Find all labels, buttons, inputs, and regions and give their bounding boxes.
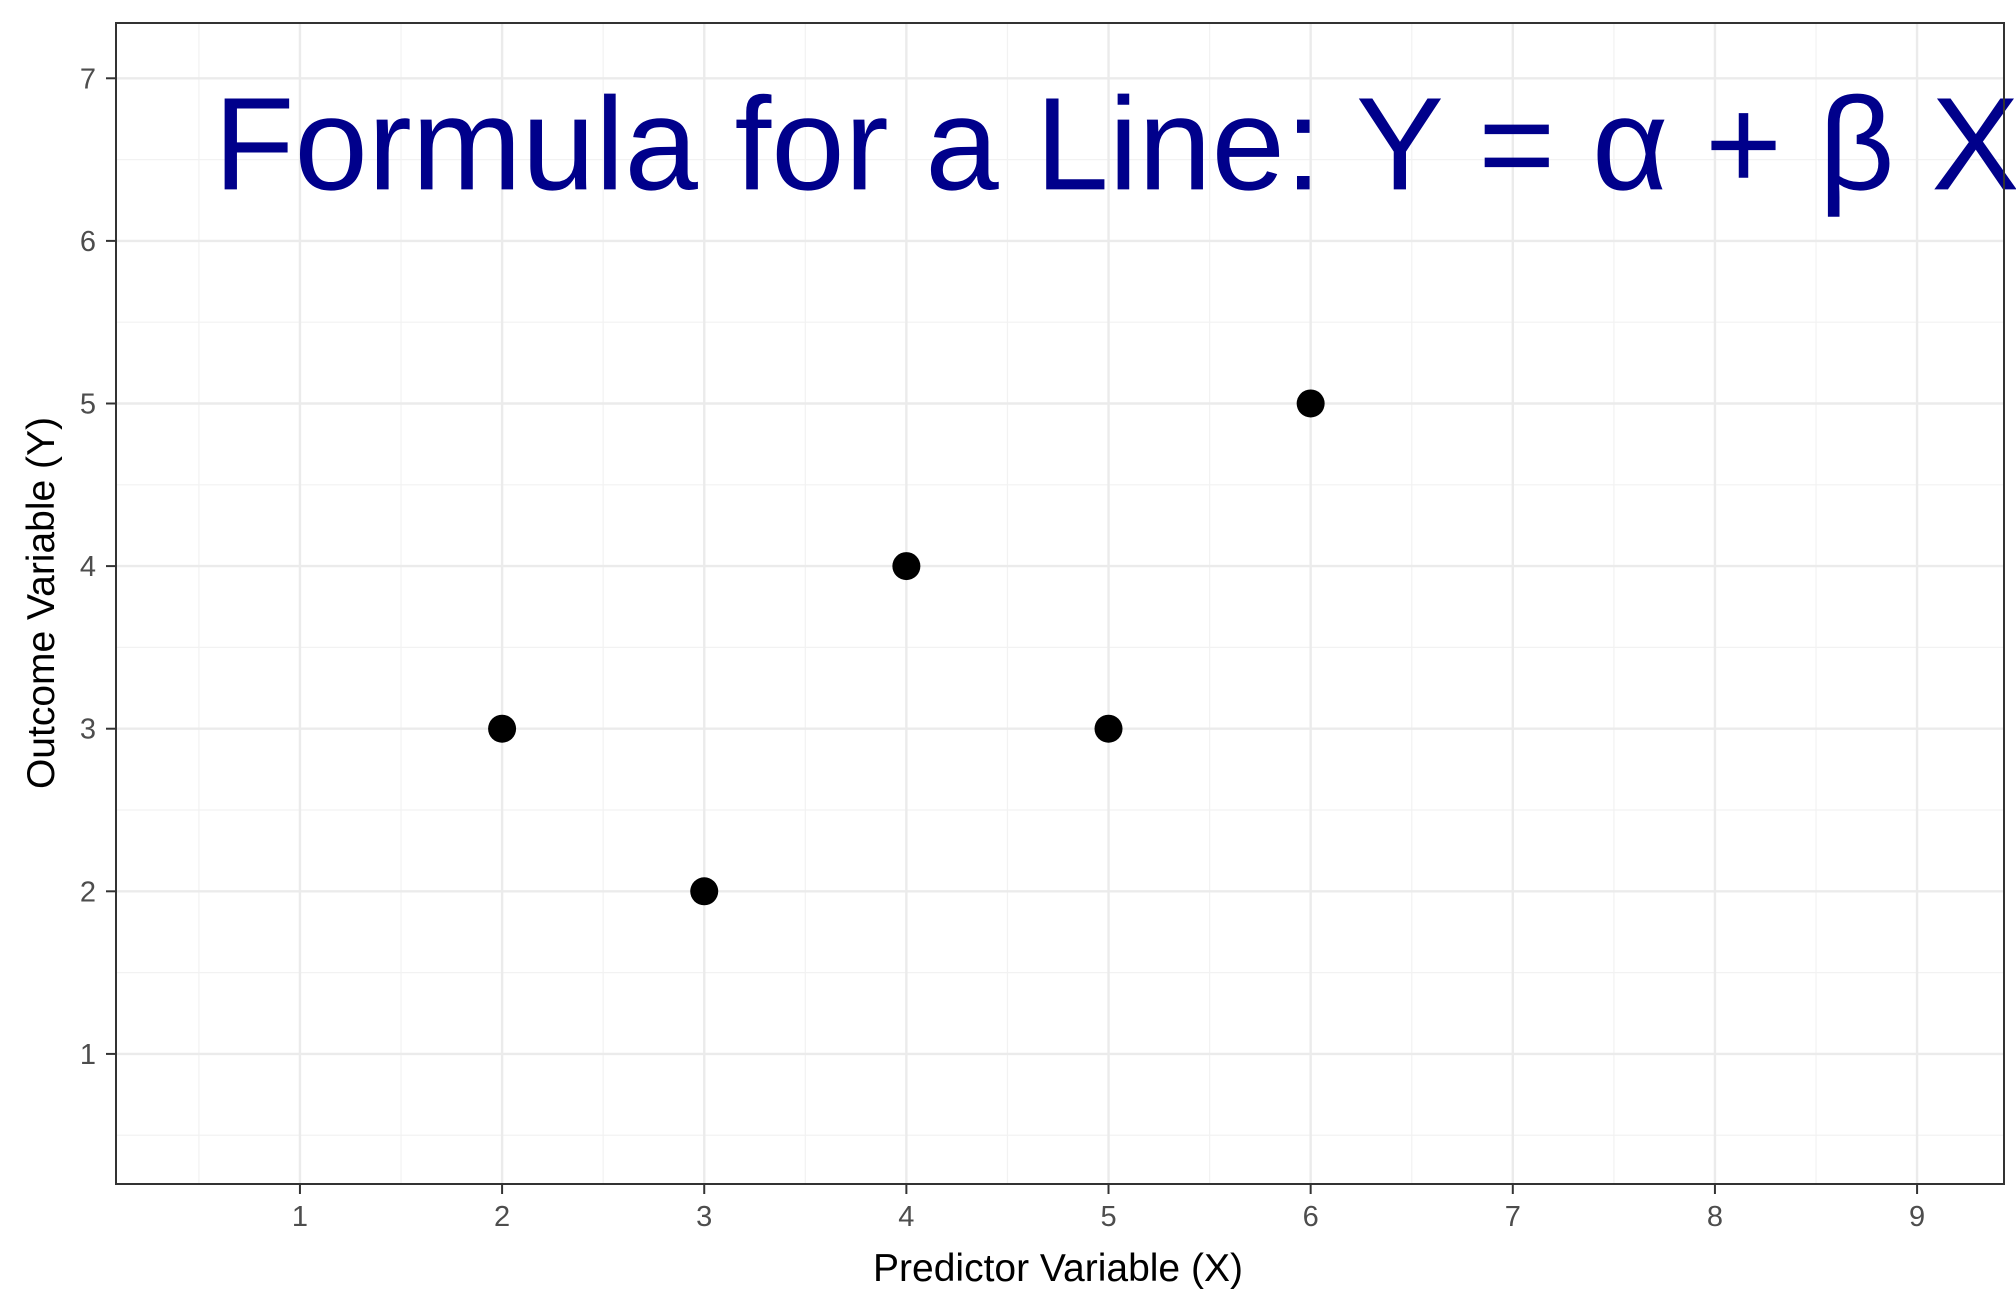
y-tick-label: 7 — [80, 63, 96, 95]
x-tick-label: 8 — [1707, 1201, 1723, 1233]
minor-gridlines — [116, 23, 2004, 1184]
y-tick-label: 3 — [80, 714, 96, 746]
y-tick-label: 1 — [80, 1039, 96, 1071]
x-axis: 1 2 3 4 5 6 7 8 9 — [292, 1184, 1925, 1233]
major-gridlines — [116, 23, 2004, 1184]
data-points — [488, 389, 1325, 906]
y-tick-label: 4 — [80, 551, 96, 583]
chart-annotation: Formula for a Line: Y = α + β X — [214, 70, 2016, 217]
y-tick-label: 2 — [80, 876, 96, 908]
y-tick-label: 6 — [80, 226, 96, 258]
plot-background — [116, 23, 2004, 1184]
x-tick-label: 5 — [1100, 1201, 1116, 1233]
x-tick-label: 4 — [898, 1201, 914, 1233]
y-tick-label: 5 — [80, 388, 96, 420]
x-tick-label: 3 — [696, 1201, 712, 1233]
plot-border — [115, 22, 2005, 1185]
x-axis-title: Predictor Variable (X) — [873, 1247, 1243, 1290]
x-tick-label: 7 — [1505, 1201, 1521, 1233]
x-tick-label: 1 — [292, 1201, 308, 1233]
data-point — [1094, 714, 1123, 743]
data-point — [1296, 389, 1325, 418]
x-tick-label: 9 — [1909, 1201, 1925, 1233]
data-point — [892, 552, 921, 581]
data-point — [690, 877, 719, 906]
x-tick-label: 6 — [1303, 1201, 1319, 1233]
x-tick-label: 2 — [494, 1201, 510, 1233]
y-axis: 1 2 3 4 5 6 7 — [80, 63, 116, 1071]
y-axis-title: Outcome Variable (Y) — [20, 417, 63, 789]
data-point — [488, 714, 517, 743]
